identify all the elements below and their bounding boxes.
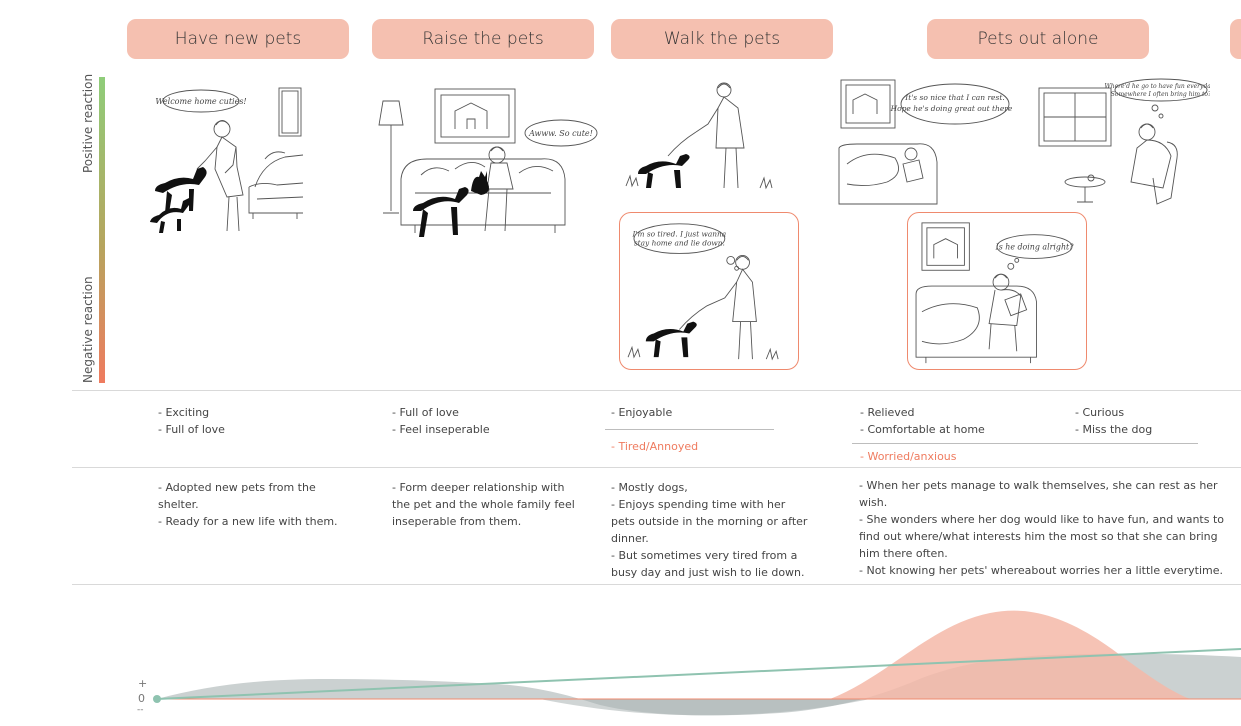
scene-walk-the-pets-negative: I'm so tired. I just wanna stay home and… [619, 212, 799, 370]
feelings-walk-the-pets: - Enjoyable [611, 404, 672, 421]
feelings-walk-separator [605, 429, 774, 430]
description-line: busy day and just wish to lie down. [611, 566, 805, 579]
bubble-where-fun-line2: Somewhere I often bring him to? [1111, 91, 1210, 98]
description-have-new-pets: - Adopted new pets from the shelter. - R… [158, 479, 358, 530]
bubble-where-fun-line1: Where'd he go to have fun everyday? [1105, 83, 1210, 90]
feelings-alone-separator [852, 443, 1198, 444]
stage-header-raise-the-pets: Raise the pets [372, 19, 594, 59]
scene-raise-the-pets: Awww. So cute! [375, 85, 605, 241]
scene-pets-out-alone-positive-1: It's so nice that I can rest. Hope he's … [837, 78, 1012, 208]
feeling-alone-negative: - Worried/anxious [860, 450, 957, 463]
bubble-doing-alright: Is he doing alright? [995, 243, 1075, 252]
description-line: inseperable from them. [392, 515, 522, 528]
description-line: wish. [859, 496, 888, 509]
description-pets-out-alone: - When her pets manage to walk themselve… [859, 477, 1229, 579]
description-line: - Adopted new pets from the [158, 481, 316, 494]
description-line: - When her pets manage to walk themselve… [859, 479, 1218, 492]
feelings-pets-out-alone-b: - Curious - Miss the dog [1075, 404, 1152, 438]
feeling-item: - Enjoyable [611, 406, 673, 419]
feeling-item: - Full of love [392, 406, 459, 419]
scene-pets-out-alone-positive-2: Where'd he go to have fun everyday? Some… [1035, 78, 1210, 210]
bubble-aww-so-cute: Awww. So cute! [528, 129, 593, 138]
scene-walk-the-pets-positive [620, 80, 790, 192]
description-line: him there often. [859, 547, 948, 560]
chart-tick-minus: -- [137, 705, 144, 715]
feelings-raise-the-pets: - Full of love - Feel inseperable [392, 404, 490, 438]
scene-have-new-pets: Welcome home cuties! [145, 85, 305, 237]
description-line: dinner. [611, 532, 649, 545]
feeling-item: - Comfortable at home [860, 423, 985, 436]
description-line: the pet and the whole family feel [392, 498, 575, 511]
feeling-item: - Full of love [158, 423, 225, 436]
description-line: - Enjoys spending time with her [611, 498, 786, 511]
description-line: - She wonders where her dog would like t… [859, 513, 1225, 526]
axis-label-positive: Positive reaction [81, 73, 95, 173]
feeling-item: - Exciting [158, 406, 210, 419]
description-line: find out where/what interests him the mo… [859, 530, 1218, 543]
stage-header-have-new-pets: Have new pets [127, 19, 349, 59]
divider-bottom [72, 584, 1241, 585]
reaction-gradient-bar [99, 77, 105, 383]
description-raise-the-pets: - Form deeper relationship with the pet … [392, 479, 592, 530]
scene-pets-out-alone-negative: Is he doing alright? [907, 212, 1087, 370]
pink-curve-area [830, 610, 1190, 699]
description-line: - Ready for a new life with them. [158, 515, 338, 528]
description-line: - Mostly dogs, [611, 481, 688, 494]
feelings-pets-out-alone-a: - Relieved - Comfortable at home [860, 404, 985, 438]
bubble-so-tired-line2: stay home and lie down. [634, 239, 725, 248]
chart-tick-plus: + [138, 677, 148, 690]
axis-label-negative: Negative reaction [81, 276, 95, 383]
feeling-walk-negative: - Tired/Annoyed [611, 440, 699, 453]
stage-header-pets-out-alone: Pets out alone [927, 19, 1149, 59]
description-line: shelter. [158, 498, 199, 511]
bubble-welcome-home: Welcome home cuties! [155, 97, 246, 106]
feeling-item: - Miss the dog [1075, 423, 1153, 436]
chart-tick-zero: 0 [138, 692, 145, 705]
description-line: - Not knowing her pets' whereabout worri… [859, 564, 1224, 577]
description-line: pets outside in the morning or after [611, 515, 808, 528]
feeling-item: - Feel inseperable [392, 423, 490, 436]
bubble-nice-rest-line1: It's so nice that I can rest. [904, 93, 1005, 102]
green-trend-line [156, 648, 1241, 700]
emotion-curve-chart [130, 595, 1241, 726]
description-line: - Form deeper relationship with [392, 481, 565, 494]
feeling-item: - Relieved [860, 406, 915, 419]
feelings-have-new-pets: - Exciting - Full of love [158, 404, 225, 438]
divider-middle [72, 467, 1241, 468]
description-walk-the-pets: - Mostly dogs, - Enjoys spending time wi… [611, 479, 821, 581]
stage-header-walk-the-pets: Walk the pets [611, 19, 833, 59]
trend-start-point [153, 695, 161, 703]
divider-top [72, 390, 1241, 391]
description-line: - But sometimes very tired from a [611, 549, 798, 562]
feeling-item: - Curious [1075, 406, 1125, 419]
bubble-so-tired-line1: I'm so tired. I just wanna [632, 230, 727, 239]
stage-header-next [1230, 19, 1241, 59]
grey-curve-below [540, 699, 870, 716]
bubble-nice-rest-line2: Hope he's doing great out there... [890, 104, 1012, 113]
